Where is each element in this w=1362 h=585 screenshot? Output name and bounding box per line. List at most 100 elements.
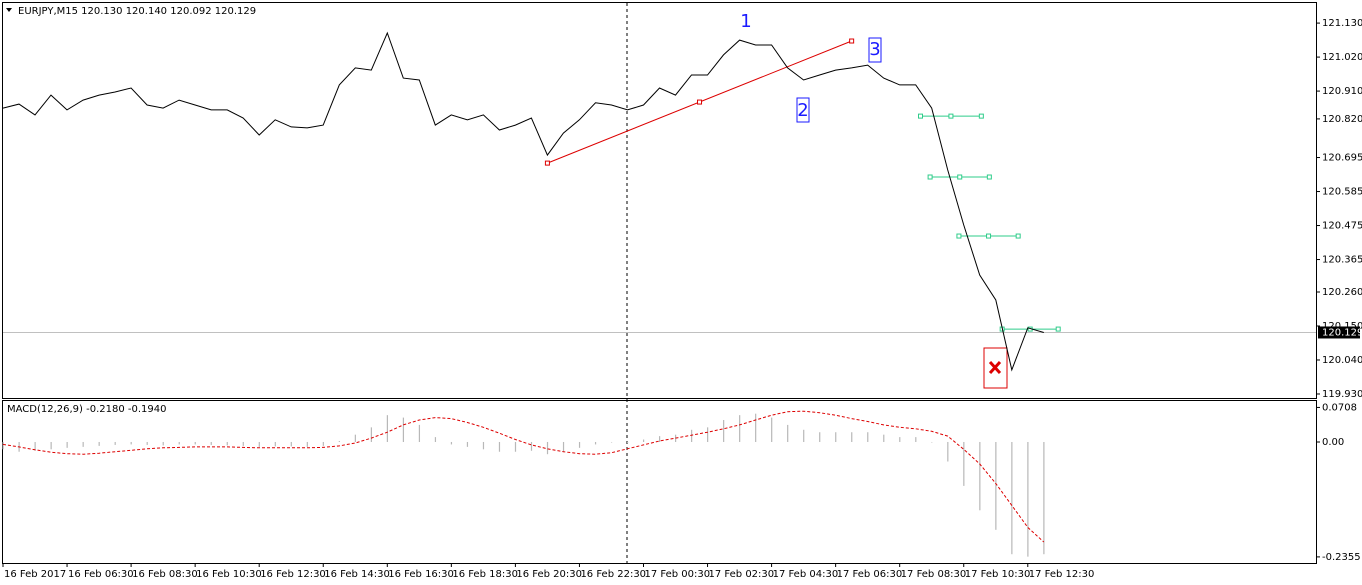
x-tick-label: 16 Feb 2017	[4, 569, 66, 580]
wave-label: 1	[740, 11, 751, 32]
histogram-bar	[691, 429, 693, 442]
x-tick-label: 16 Feb 16:30	[388, 569, 454, 580]
y-tick-label: 119.930	[1322, 389, 1362, 400]
histogram-bar	[915, 437, 917, 442]
histogram-bar	[851, 432, 853, 442]
x-tick-label: 17 Feb 06:30	[837, 569, 903, 580]
histogram-bar	[66, 441, 68, 448]
x-tick-label: 17 Feb 02:30	[709, 569, 775, 580]
histogram-bar	[402, 417, 405, 442]
histogram-bar	[450, 441, 453, 445]
histogram-bar	[883, 434, 885, 442]
y-tick-label: 120.365	[1322, 255, 1362, 266]
x-tick-label: 16 Feb 14:30	[324, 569, 390, 580]
price-line-series	[2, 31, 1044, 372]
histogram-bar	[979, 441, 981, 511]
x-tick-label: 16 Feb 12:30	[260, 569, 326, 580]
wave-label: 2	[797, 100, 808, 121]
histogram-bar	[562, 441, 565, 452]
histogram-bar	[178, 441, 180, 445]
x-tick-label: 16 Feb 06:30	[68, 569, 134, 580]
histogram-bar	[290, 441, 292, 447]
histogram-bar	[931, 441, 933, 443]
histogram-bar	[1043, 441, 1045, 555]
y-tick-label: 120.260	[1322, 287, 1362, 298]
histogram-bar	[418, 424, 421, 442]
histogram-bar	[130, 441, 132, 445]
wave-box	[868, 37, 882, 63]
x-tick-label: 16 Feb 20:30	[516, 569, 582, 580]
y-tick-label: 0.00	[1322, 437, 1344, 448]
level-handle	[978, 113, 984, 119]
histogram-bar	[2, 441, 4, 450]
histogram-bar	[787, 424, 789, 442]
y-tick-label: 120.695	[1322, 153, 1362, 164]
histogram-bar	[803, 429, 805, 442]
menu-arrow[interactable]	[6, 8, 12, 12]
histogram-bar	[242, 441, 244, 446]
close-icon[interactable]	[988, 360, 1002, 375]
wave-label: 3	[869, 39, 880, 60]
histogram-bar	[386, 415, 388, 442]
histogram-bar	[466, 441, 469, 447]
price-label-box	[1318, 326, 1360, 339]
y-tick-label: 120.585	[1322, 187, 1362, 198]
histogram-bar	[482, 441, 485, 450]
x-tick-label: 16 Feb 18:30	[452, 569, 518, 580]
histogram-bar	[258, 441, 260, 447]
histogram-bar	[210, 441, 212, 445]
histogram-bar	[642, 439, 645, 442]
histogram-bar	[82, 441, 84, 447]
histogram-bar	[226, 441, 228, 446]
histogram-bar	[835, 432, 837, 442]
wave-box	[796, 97, 810, 123]
trendline-handle	[849, 38, 855, 44]
x-tick-label: 17 Feb 04:30	[773, 569, 839, 580]
histogram-bar	[723, 420, 725, 442]
histogram-bar	[1011, 441, 1013, 555]
price-label: 120.129	[1322, 327, 1362, 338]
x-tick-label: 16 Feb 08:30	[132, 569, 198, 580]
y-tick-label: 120.820	[1322, 114, 1362, 125]
level-handle	[927, 174, 933, 180]
histogram-bar	[194, 441, 196, 445]
histogram-bar	[546, 441, 549, 455]
y-tick-label: 120.910	[1322, 86, 1362, 97]
histogram-bar	[947, 441, 949, 462]
histogram-bar	[755, 413, 757, 442]
x-tick-label: 16 Feb 22:30	[580, 569, 646, 580]
histogram-bar	[514, 441, 517, 452]
histogram-bar	[578, 441, 581, 448]
y-tick-label: -0.2355	[1322, 552, 1361, 563]
histogram-bar	[146, 441, 148, 445]
histogram-bar	[707, 427, 709, 442]
x-tick-label: 17 Feb 00:30	[644, 569, 710, 580]
histogram-bar	[34, 441, 36, 451]
trendline-handle	[697, 99, 703, 105]
histogram-bar	[434, 437, 437, 442]
histogram-bar	[610, 441, 613, 443]
histogram-bar	[819, 432, 821, 442]
histogram-bar	[594, 441, 597, 445]
histogram-bar	[995, 441, 997, 530]
histogram-bar	[50, 441, 52, 450]
macd-title: MACD(12,26,9) -0.2180 -0.1940	[7, 404, 167, 415]
histogram-bar	[162, 441, 164, 446]
histogram-bar	[659, 436, 661, 442]
histogram-bar	[322, 441, 324, 446]
stop-box	[983, 347, 1008, 389]
histogram-bar	[274, 441, 276, 447]
level-handle	[917, 113, 923, 119]
x-tick-label: 17 Feb 12:30	[1029, 569, 1095, 580]
y-tick-label: 0.0708	[1322, 402, 1357, 413]
histogram-bar	[771, 417, 773, 442]
x-tick-label: 16 Feb 10:30	[196, 569, 262, 580]
level-handle	[986, 174, 992, 180]
trendline-handle	[544, 160, 550, 166]
histogram-bar	[530, 441, 533, 451]
histogram-bar	[354, 434, 356, 442]
chart-title: EURJPY,M15 120.130 120.140 120.092 120.1…	[18, 6, 256, 17]
histogram-bar	[498, 441, 501, 452]
